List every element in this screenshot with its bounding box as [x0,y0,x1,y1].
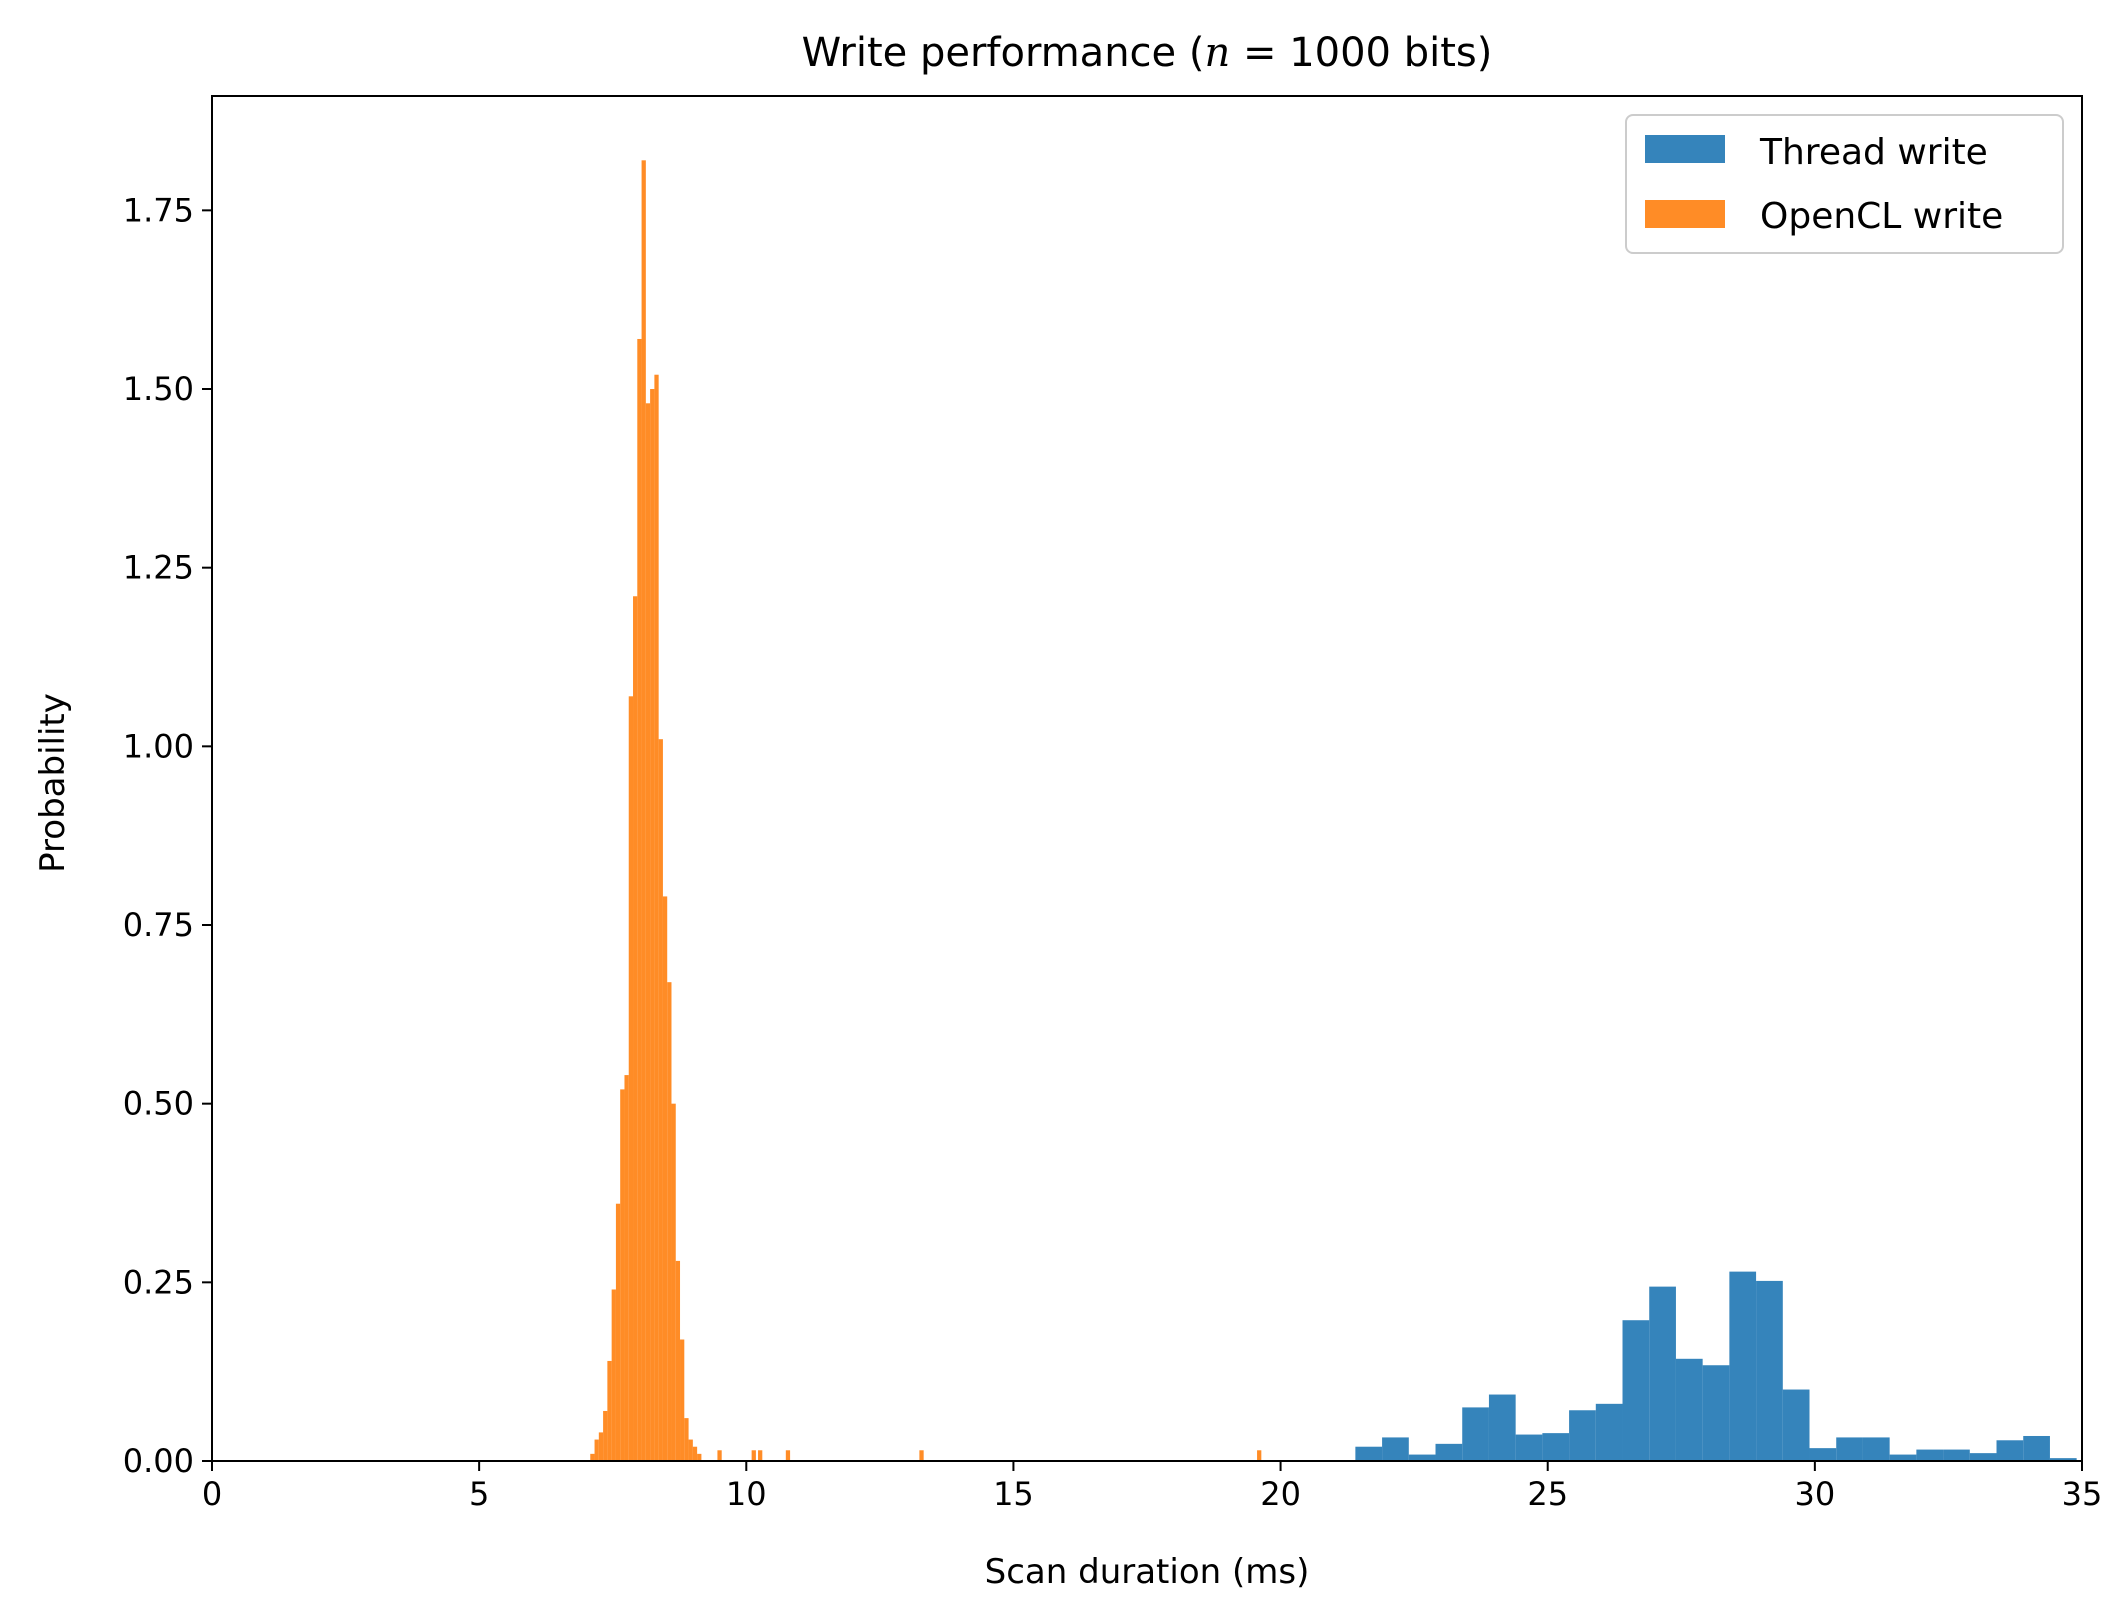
histogram-bar [594,1439,599,1461]
histogram-bar [1542,1433,1570,1461]
histogram-bar [2023,1435,2050,1461]
y-tick-label: 0.00 [123,1442,194,1480]
histogram-bar [692,1446,698,1461]
histogram-bar [1462,1407,1489,1461]
histogram-bar [688,1439,693,1461]
bars-layer [590,160,2077,1462]
legend-label-thread-write: Thread write [1759,132,1988,173]
legend-label-opencl-write: OpenCL write [1760,196,2003,237]
y-tick-label: 0.75 [123,906,194,944]
histogram-bar [620,1089,625,1461]
histogram-bar [2049,1458,2077,1461]
histogram-bar [1916,1449,1944,1461]
histogram-bar [654,374,659,1462]
histogram-bar [1702,1365,1730,1461]
histogram-bar [633,596,638,1461]
histogram-bar [1515,1434,1543,1461]
legend: Thread write OpenCL write [1625,114,2064,254]
histogram-bar [1996,1440,2024,1461]
plot-frame [211,95,2083,1462]
series-opencl-write [590,160,1262,1462]
histogram-bar [1569,1410,1596,1461]
y-tick-label: 1.00 [123,727,194,765]
legend-box [1625,114,2064,254]
histogram-bar [590,1453,595,1461]
x-tick-label: 30 [1794,1475,1835,1513]
histogram-bar [1595,1403,1623,1461]
histogram-bar [684,1418,689,1461]
histogram-bar [662,896,668,1461]
y-tick-label: 0.50 [123,1085,194,1123]
y-tick-label: 1.50 [123,370,194,408]
histogram-bar [1408,1454,1436,1461]
x-tick-label: 25 [1527,1475,1568,1513]
chart-title-prefix: Write performance ( [802,30,1205,76]
histogram-bar [1382,1437,1409,1461]
histogram-bar [671,1103,676,1461]
histogram-bar [785,1450,791,1461]
histogram-bar [598,1432,604,1461]
histogram-bar [645,403,651,1461]
x-axis-label: Scan duration (ms) [985,1552,1310,1592]
histogram-bar [717,1450,722,1461]
chart-title-suffix: 1000 bits) [1289,30,1492,76]
x-tick-label: 5 [469,1475,489,1513]
histogram-bar [603,1410,608,1461]
x-tick-label: 20 [1260,1475,1301,1513]
x-tick-label: 15 [993,1475,1034,1513]
histogram-bar [1622,1320,1650,1461]
histogram-bar [1675,1358,1703,1461]
legend-swatch-opencl-write [1645,200,1725,228]
histogram-bar [1782,1389,1810,1461]
histogram-bar [1889,1454,1917,1461]
histogram-bar [628,696,634,1461]
x-tick-label: 0 [202,1475,222,1513]
y-tick-label: 0.25 [123,1263,194,1301]
histogram-bar [680,1339,685,1461]
chart-title: Write performance (n = 1000 bits) [802,30,1493,76]
histogram-bar [758,1450,763,1461]
histogram-bar [1809,1448,1837,1461]
histogram-bar [1435,1443,1463,1461]
histogram-bar [624,1075,629,1461]
histogram-bar [1836,1437,1863,1461]
x-tick-label: 10 [726,1475,767,1513]
histogram-bar [1649,1286,1676,1461]
histogram-bar [1257,1450,1262,1461]
histogram-bar [637,338,642,1462]
histogram-bar [1756,1280,1783,1461]
histogram-bar [1355,1446,1383,1461]
series-thread-write [1355,1271,2077,1461]
histogram-bar [607,1360,612,1461]
chart-title-variable: n [1204,30,1230,76]
ticks-layer: 0 5 10 15 20 25 30 35 0.00 0.25 0.50 0.75 1.00 1.25 1.… [123,191,2103,1513]
histogram-bar [1862,1437,1890,1461]
histogram-bar [667,982,672,1461]
legend-swatch-thread-write [1645,135,1725,163]
histogram-bar [658,739,663,1461]
y-tick-label: 1.75 [123,191,194,229]
x-tick-label: 35 [2062,1475,2103,1513]
histogram-bar [675,1260,681,1461]
histogram-bar [1943,1449,1970,1461]
chart-title-equals: = [1230,30,1289,76]
histogram-bar [615,1203,621,1461]
histogram-bar [650,389,655,1461]
histogram-bar [919,1450,924,1461]
histogram-bar [611,1289,616,1461]
histogram-bar [1729,1271,1757,1461]
y-axis-label: Probability [33,693,73,873]
histogram-bar [751,1450,756,1461]
histogram-bar [1969,1453,1997,1461]
histogram-bar [697,1453,702,1461]
histogram-bar [641,160,646,1461]
histogram-bar [1488,1394,1516,1461]
y-tick-label: 1.25 [123,549,194,587]
